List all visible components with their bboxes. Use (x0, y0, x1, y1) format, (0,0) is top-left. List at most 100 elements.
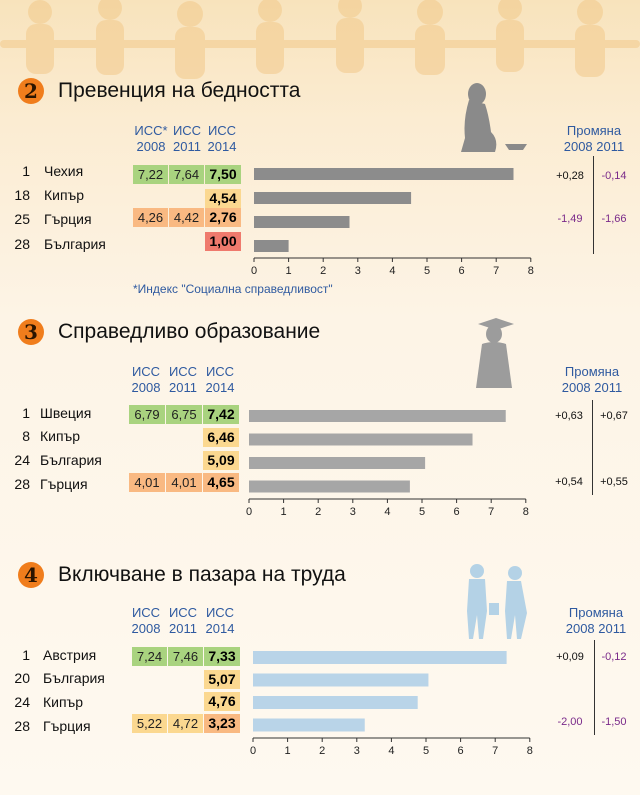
rank: 1 (22, 647, 30, 663)
section-header: 4 Включване в пазара на труда (18, 562, 346, 588)
country-name: Кипър (43, 694, 84, 710)
value-2008: 4,01 (129, 473, 165, 492)
value-2011: 7,64 (169, 165, 204, 184)
rank: 24 (14, 452, 30, 468)
x-tick-label: 5 (424, 265, 430, 277)
value-2014: 3,23 (204, 714, 240, 733)
section-header: 2 Превенция на бедността (18, 78, 300, 104)
col-header-2008: ИСС 2008 (131, 605, 161, 636)
change-header: Промяна 2008 2011 (561, 364, 623, 395)
col-header-2014: ИСС 2014 (207, 123, 237, 154)
value-2011: 4,42 (169, 208, 204, 227)
country-name: Кипър (44, 187, 85, 203)
value-2011: 6,75 (166, 405, 202, 424)
rank: 20 (14, 670, 30, 686)
country-name: Швеция (40, 405, 92, 421)
value-2008: 7,22 (133, 165, 168, 184)
rank: 18 (14, 187, 30, 203)
value-2014: 1,00 (205, 232, 241, 251)
col-header-2011: ИСС 2011 (168, 605, 198, 636)
col-header-2011: ИСС 2011 (172, 123, 202, 154)
x-tick-label: 8 (523, 506, 529, 518)
rank: 28 (14, 718, 30, 734)
change-2011: -0,12 (601, 651, 627, 663)
rank: 28 (14, 476, 30, 492)
change-2011: -1,50 (601, 716, 627, 728)
x-tick-label: 3 (354, 745, 360, 757)
change-2011: -0,14 (601, 170, 627, 182)
bar-chart-poverty: 0 1 2 3 4 5 6 7 8 (251, 168, 534, 277)
x-tick-label: 6 (458, 745, 464, 757)
x-tick-label: 1 (286, 265, 292, 277)
value-2014: 2,76 (205, 208, 241, 227)
country-name: Чехия (44, 163, 84, 179)
change-2011: +0,67 (600, 410, 628, 422)
change-2008: -2,00 (557, 716, 583, 728)
rank: 25 (14, 211, 30, 227)
country-name: Гърция (44, 211, 92, 227)
bar-България (249, 457, 426, 469)
value-2014: 4,65 (203, 473, 239, 492)
country-name: Гърция (40, 476, 88, 492)
bar-chart-labour-market: 0 1 2 3 4 5 6 7 8 (250, 651, 533, 757)
value-2014: 7,42 (203, 405, 239, 424)
col-header-2014: ИСС 2014 (205, 605, 235, 636)
x-tick-label: 0 (250, 745, 256, 757)
rank: 8 (22, 428, 30, 444)
value-2014: 6,46 (203, 428, 239, 447)
walking-people-icon (467, 564, 527, 639)
section-title: Справедливо образование (58, 320, 321, 343)
change-2008: +0,28 (556, 170, 584, 182)
value-2008: 7,24 (132, 647, 167, 666)
x-tick-label: 8 (527, 745, 533, 757)
value-2008: 4,26 (133, 208, 168, 227)
bar-Гърция (249, 480, 410, 493)
bar-Гърция (253, 718, 365, 732)
change-2008: +0,09 (556, 651, 584, 663)
country-name: Австрия (43, 647, 97, 663)
x-tick-label: 5 (419, 506, 425, 518)
bar-Чехия (254, 168, 514, 180)
bar-Кипър (249, 433, 473, 446)
x-tick-label: 1 (285, 745, 291, 757)
section-title: Включване в пазара на труда (58, 563, 346, 586)
change-2008: -1,49 (557, 213, 583, 225)
x-tick-label: 2 (315, 506, 321, 518)
change-2011: +0,55 (600, 476, 628, 488)
sitting-woman-icon (461, 83, 527, 152)
x-tick-label: 2 (319, 745, 325, 757)
value-2014: 7,33 (204, 647, 240, 666)
x-tick-label: 8 (528, 265, 534, 277)
x-tick-label: 7 (493, 265, 499, 277)
bar-Кипър (253, 696, 418, 709)
change-header: Промяна 2008 2011 (565, 605, 627, 636)
x-tick-label: 0 (246, 506, 252, 518)
graduate-icon (476, 318, 514, 388)
x-tick-label: 3 (355, 265, 361, 277)
bar-Гърция (254, 216, 350, 228)
change-2011: -1,66 (601, 213, 627, 225)
bar-България (254, 240, 289, 252)
value-2014: 4,76 (204, 692, 240, 711)
value-2014: 5,09 (203, 451, 239, 470)
value-2011: 7,46 (168, 647, 203, 666)
bar-Австрия (253, 651, 507, 664)
change-divider (592, 400, 593, 495)
change-2008: +0,54 (555, 476, 583, 488)
x-tick-label: 4 (389, 265, 395, 277)
section-number-badge: 4 (18, 562, 44, 588)
footnote: *Индекс "Социална справедливост" (133, 282, 333, 296)
section-number-badge: 3 (18, 319, 44, 345)
rank: 24 (14, 694, 30, 710)
value-2014: 7,50 (205, 165, 241, 184)
x-tick-label: 6 (459, 265, 465, 277)
country-name: Кипър (40, 428, 81, 444)
section-number-badge: 2 (18, 78, 44, 104)
col-header-2014: ИСС 2014 (205, 364, 235, 395)
change-divider (594, 640, 595, 735)
bar-Швеция (249, 410, 506, 422)
x-tick-label: 0 (251, 265, 257, 277)
paper-people-decoration (0, 0, 640, 79)
value-2014: 5,07 (204, 670, 240, 689)
section-header: 3 Справедливо образование (18, 319, 320, 345)
